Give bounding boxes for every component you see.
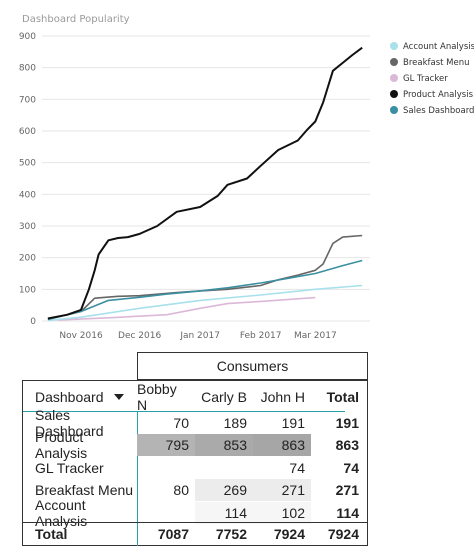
column-header-total[interactable]: Total — [326, 389, 359, 405]
value-cell: 795 — [137, 434, 195, 457]
y-tick-label: 500 — [19, 159, 36, 169]
row-header-divider — [137, 411, 138, 546]
gridlines — [42, 35, 370, 322]
y-tick-label: 800 — [19, 64, 36, 74]
row-total-cell: 74 — [343, 459, 359, 476]
y-tick-label: 0 — [30, 317, 36, 327]
row-label: Account Analysis — [35, 496, 88, 529]
matrix-grid: Dashboard Bobby N Carly B John H Total S… — [22, 380, 368, 546]
x-tick-label: Dec 2016 — [118, 331, 161, 341]
x-tick-label: Jan 2017 — [179, 331, 220, 341]
header-divider — [23, 411, 345, 412]
row-label: GL Tracker — [35, 459, 104, 476]
row-total-cell: 271 — [335, 482, 359, 499]
y-tick-label: 200 — [19, 254, 36, 264]
legend-marker — [390, 106, 398, 114]
x-axis: Nov 2016 Dec 2016 Jan 2017 Feb 2017 Mar 2017 — [59, 331, 336, 341]
value-cell: 80 — [173, 482, 189, 499]
total-cell: 7087 — [157, 526, 189, 542]
total-row: Total 7087 7752 7924 7924 — [23, 523, 367, 545]
value-cell — [137, 457, 195, 479]
value-cell: 114 — [195, 501, 253, 524]
chart-title: Dashboard Popularity — [22, 14, 130, 25]
legend-marker — [390, 58, 398, 66]
y-tick-label: 100 — [19, 285, 36, 295]
total-divider — [23, 522, 367, 523]
series-line-breakfast-menu[interactable] — [47, 234, 363, 321]
y-tick-label: 300 — [19, 222, 36, 232]
total-cell: 7752 — [215, 526, 247, 542]
header-row: Dashboard Bobby N Carly B John H Total — [23, 381, 367, 413]
y-tick-label: 900 — [19, 32, 36, 42]
row-label: Product Analysis — [35, 429, 88, 462]
y-tick-label: 400 — [19, 190, 36, 200]
matrix-row: GL Tracker 74 74 — [23, 457, 367, 479]
y-tick-label: 600 — [19, 127, 36, 137]
legend-label[interactable]: GL Tracker — [403, 74, 448, 84]
total-label: Total — [35, 526, 68, 542]
row-total-cell: 863 — [335, 437, 359, 454]
value-cell — [137, 502, 195, 524]
series-lines — [47, 46, 363, 322]
matrix-row: Account Analysis 114 102 114 — [23, 496, 367, 529]
value-cell: 863 — [253, 434, 311, 457]
x-tick-label: Feb 2017 — [240, 331, 282, 341]
legend-marker — [390, 90, 398, 98]
column-header[interactable]: Carly B — [201, 389, 247, 405]
value-cell — [195, 457, 253, 479]
column-header[interactable]: John H — [260, 389, 305, 405]
value-cell: 269 — [195, 479, 253, 502]
consumers-matrix: Consumers Dashboard Bobby N Carly B John… — [22, 352, 368, 546]
value-cell: 70 — [173, 415, 189, 431]
matrix-row: Product Analysis 795 853 863 863 — [23, 429, 367, 462]
dropdown-arrow-icon[interactable] — [113, 394, 124, 400]
column-header[interactable]: Bobby N — [137, 381, 177, 413]
row-header-dashboard[interactable]: Dashboard — [23, 385, 137, 409]
row-total-cell: 191 — [335, 415, 359, 431]
legend-marker — [390, 42, 398, 50]
legend-marker — [390, 74, 398, 82]
legend-label[interactable]: Account Analysis — [403, 42, 474, 52]
series-line-account-analysis[interactable] — [47, 284, 363, 322]
value-cell: 189 — [223, 415, 247, 431]
legend-label[interactable]: Product Analysis — [403, 90, 474, 100]
value-cell: 271 — [253, 479, 311, 502]
line-chart: Dashboard Popularity 0 100 200 300 400 500 600… — [19, 14, 474, 341]
x-tick-label: Nov 2016 — [59, 331, 103, 341]
value-cell: 74 — [289, 459, 305, 476]
y-tick-label: 700 — [19, 95, 36, 105]
matrix-row: Breakfast Menu 80 269 271 271 — [23, 479, 367, 502]
row-label: Breakfast Menu — [35, 482, 134, 499]
value-cell: 853 — [195, 434, 253, 457]
legend-label[interactable]: Breakfast Menu — [403, 58, 470, 68]
row-total-cell: 114 — [336, 504, 359, 521]
y-axis: 0 100 200 300 400 500 600 700 800 900 — [19, 32, 36, 327]
column-group-header: Consumers — [137, 352, 368, 380]
legend-label[interactable]: Sales Dashboard — [403, 106, 474, 116]
legend: Account Analysis Breakfast Menu GL Tracker… — [390, 42, 474, 116]
series-line-product-analysis[interactable] — [47, 46, 363, 320]
grand-total-cell: 7924 — [327, 526, 359, 542]
value-cell: 102 — [253, 501, 311, 524]
x-tick-label: Mar 2017 — [294, 331, 337, 341]
series-line-gl-tracker[interactable] — [57, 296, 316, 321]
total-cell: 7924 — [273, 526, 305, 542]
row-header-label: Dashboard — [35, 389, 104, 405]
value-cell: 191 — [281, 415, 305, 431]
series-line-sales-dashboard[interactable] — [47, 259, 363, 321]
